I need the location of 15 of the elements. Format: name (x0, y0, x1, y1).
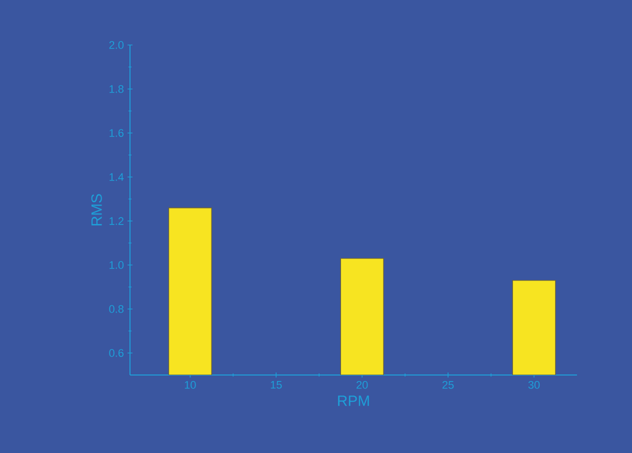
y-tick-label: 1.2 (110, 217, 124, 225)
y-tick-label: 1.0 (110, 261, 124, 269)
y-tick-label: 1.4 (110, 173, 124, 181)
x-tick-label: 15 (270, 381, 282, 389)
y-tick-label: 1.6 (110, 129, 124, 137)
y-tick-label: 0.6 (109, 349, 124, 357)
x-tick-label: 20 (356, 381, 368, 389)
y-tick-label: 0.8 (109, 305, 124, 313)
x-tick-label: 10 (184, 381, 196, 389)
y-tick-label: 1.8 (110, 85, 124, 93)
x-tick-label: 30 (528, 381, 540, 389)
y-axis-title: RMS (91, 194, 102, 226)
x-tick-label: 25 (442, 381, 454, 389)
x-axis-title: RPM (338, 396, 369, 406)
y-tick-label: 2.0 (109, 41, 124, 49)
